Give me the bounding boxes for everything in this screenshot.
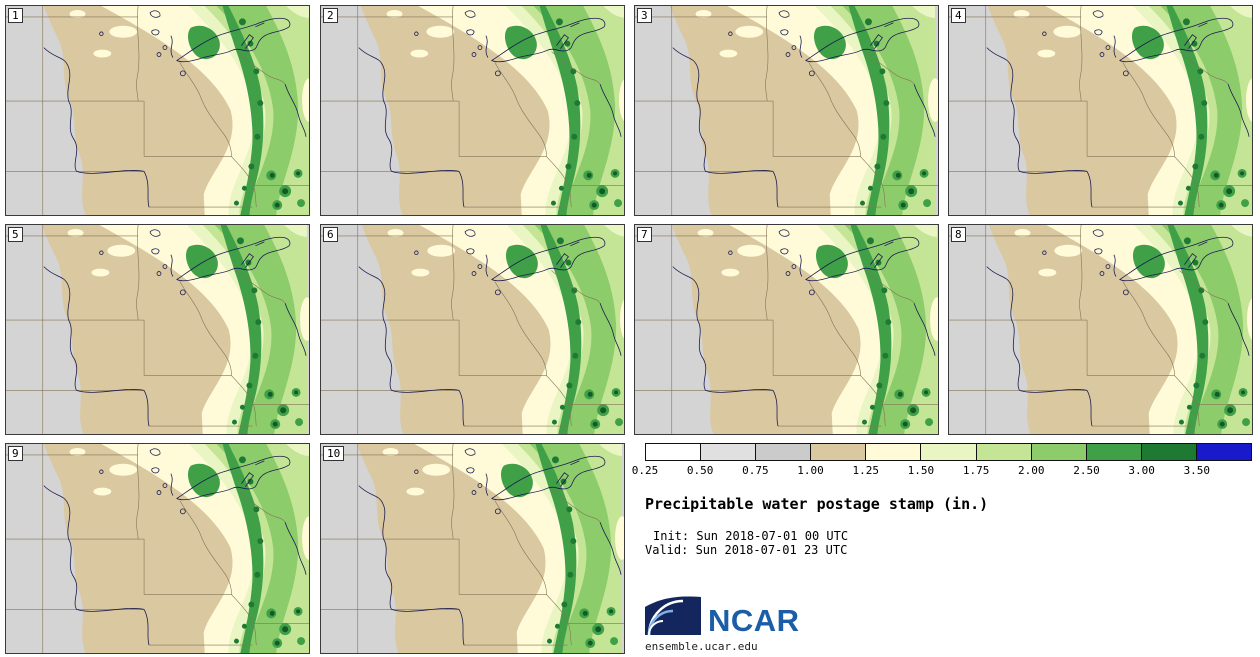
colorbar-segment — [921, 444, 977, 460]
colorbar-tick-labels: 0.25 0.50 0.75 1.00 1.25 1.50 1.75 2.00 2.50 3.00… — [632, 464, 1252, 478]
map-art — [321, 6, 624, 215]
panel-number-badge: 3 — [637, 8, 652, 23]
map-art — [321, 225, 624, 434]
colorbar-segment — [646, 444, 702, 460]
map-art — [6, 225, 309, 434]
colorbar-tick-label: 1.00 — [797, 464, 824, 477]
colorbar-segment — [1196, 444, 1252, 460]
colorbar — [645, 443, 1252, 461]
panel-number-badge: 5 — [8, 227, 23, 242]
map-art — [949, 225, 1252, 434]
colorbar-tick-label: 1.25 — [852, 464, 879, 477]
colorbar-segment — [701, 444, 757, 460]
site-url: ensemble.ucar.edu — [645, 640, 758, 653]
panel-number-badge: 2 — [323, 8, 338, 23]
map-art — [6, 444, 309, 653]
colorbar-segment — [1141, 444, 1197, 460]
map-panel-5: 5 — [5, 224, 310, 435]
colorbar-segment — [756, 444, 812, 460]
colorbar-tick-label: 1.50 — [907, 464, 935, 477]
panel-number-badge: 1 — [8, 8, 23, 23]
colorbar-tick-label: 0.50 — [686, 464, 714, 477]
map-art — [6, 6, 309, 215]
panel-number-badge: 4 — [951, 8, 966, 23]
colorbar-segment — [866, 444, 922, 460]
colorbar-tick-label: 1.75 — [962, 464, 990, 477]
colorbar-tick-label: 2.00 — [1018, 464, 1045, 477]
ncar-logo-text: NCAR — [708, 602, 800, 638]
colorbar-tick-label: 3.00 — [1128, 464, 1155, 477]
colorbar-tick-label: 0.75 — [742, 464, 769, 477]
map-art — [635, 6, 938, 215]
map-art — [949, 6, 1252, 215]
map-panel-10: 10 — [320, 443, 625, 654]
colorbar-segment — [1086, 444, 1142, 460]
panel-number-badge: 8 — [951, 227, 966, 242]
map-panel-7: 7 — [634, 224, 939, 435]
init-time-label: Init: Sun 2018-07-01 00 UTC — [653, 529, 849, 543]
map-panel-6: 6 — [320, 224, 625, 435]
plot-title: Precipitable water postage stamp (in.) — [645, 495, 989, 513]
map-panel-9: 9 — [5, 443, 310, 654]
panel-number-badge: 9 — [8, 446, 23, 461]
ncar-logo-icon — [645, 595, 701, 636]
valid-time-label: Valid: Sun 2018-07-01 23 UTC — [645, 543, 848, 557]
panel-number-badge: 10 — [323, 446, 345, 461]
colorbar-tick-label: 2.50 — [1073, 464, 1100, 477]
colorbar-tick-label: 0.25 — [631, 464, 659, 477]
map-art — [321, 444, 624, 653]
map-panel-1: 1 — [5, 5, 310, 216]
map-art — [635, 225, 938, 434]
colorbar-segment — [811, 444, 867, 460]
legend-area: 0.25 0.50 0.75 1.00 1.25 1.50 1.75 2.00 2.50 3.00… — [632, 443, 1260, 657]
colorbar-segment — [1031, 444, 1087, 460]
map-panel-3: 3 — [634, 5, 939, 216]
map-panel-2: 2 — [320, 5, 625, 216]
panel-number-badge: 7 — [637, 227, 652, 242]
map-panel-8: 8 — [948, 224, 1253, 435]
colorbar-tick-label: 3.50 — [1183, 464, 1211, 477]
map-panel-4: 4 — [948, 5, 1253, 216]
colorbar-segment — [976, 444, 1032, 460]
ncar-branding: NCAR ensemble.ucar.edu — [645, 595, 800, 653]
panel-number-badge: 6 — [323, 227, 338, 242]
